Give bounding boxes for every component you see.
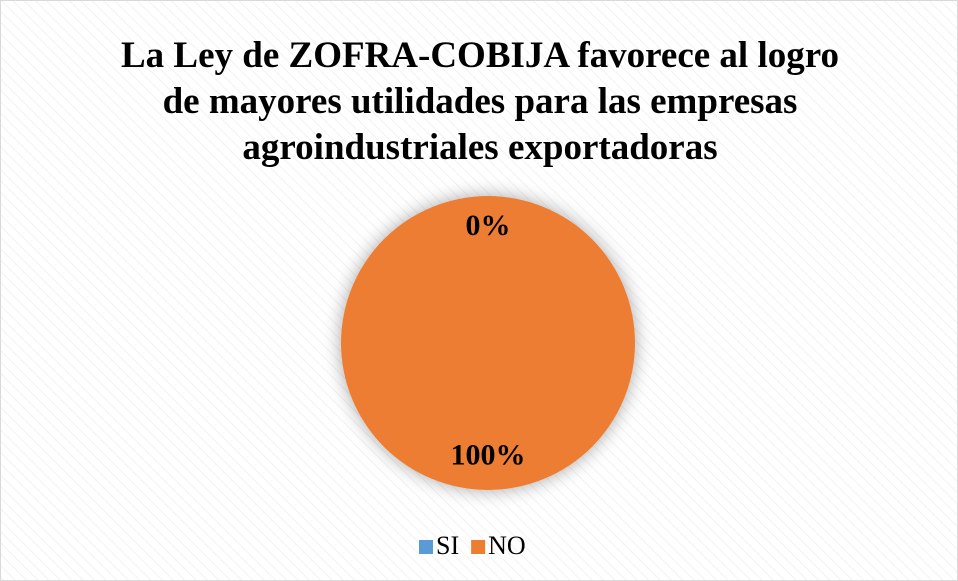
data-label: 0% (466, 209, 511, 242)
data-label: 100% (451, 439, 526, 472)
legend-label: NO (488, 531, 526, 560)
legend-label: SI (436, 531, 459, 560)
legend-swatch (419, 540, 433, 554)
legend: SI NO (419, 531, 526, 560)
chart-title: La Ley de ZOFRA-COBIJA favorece al logro… (120, 35, 839, 168)
legend-swatch (471, 540, 486, 554)
data-labels: 0% 100% (451, 209, 526, 471)
pie-slice (341, 196, 635, 490)
pie (341, 196, 635, 490)
